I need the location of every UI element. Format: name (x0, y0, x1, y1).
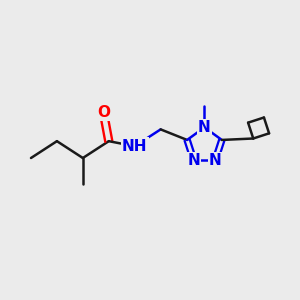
Text: N: N (188, 153, 200, 168)
Text: N: N (198, 120, 211, 135)
Text: NH: NH (122, 139, 148, 154)
Text: N: N (209, 153, 222, 168)
Text: O: O (97, 105, 110, 120)
